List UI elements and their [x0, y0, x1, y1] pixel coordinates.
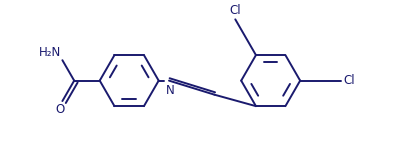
Text: O: O	[56, 102, 65, 115]
Text: N: N	[166, 84, 175, 97]
Text: Cl: Cl	[343, 74, 355, 87]
Text: H₂N: H₂N	[39, 46, 61, 59]
Text: Cl: Cl	[230, 4, 241, 17]
